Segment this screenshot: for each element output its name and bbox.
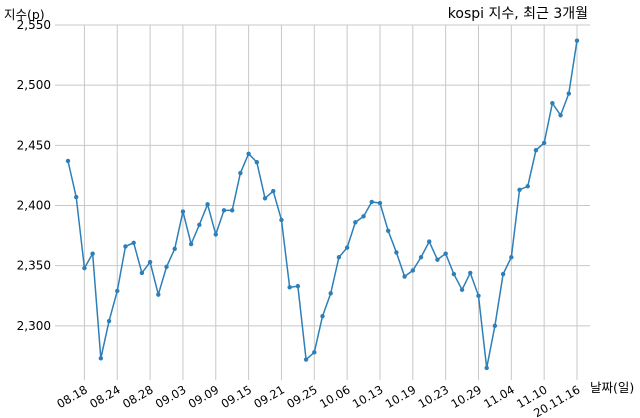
y-tick-labels: 2,300 2,350 2,400 2,450 2,500 2,550 [17, 18, 51, 333]
y-tick-label: 2,350 [17, 259, 51, 273]
data-point [312, 350, 317, 355]
data-point [353, 220, 358, 225]
y-axis-label: 지수(p) [4, 7, 45, 22]
x-axis-label: 날짜(일) [590, 380, 634, 395]
data-point [123, 244, 128, 249]
chart-title: kospi 지수, 최근 3개월 [448, 6, 588, 22]
data-point [303, 357, 309, 362]
data-point [525, 184, 530, 189]
data-point [410, 268, 416, 273]
data-point [106, 318, 112, 324]
data-point [402, 274, 407, 279]
x-tick-label: 09.21 [251, 382, 287, 411]
data-point [336, 255, 342, 260]
data-point [418, 255, 424, 260]
data-point [74, 194, 79, 200]
data-point [361, 214, 366, 219]
data-point [213, 232, 218, 237]
data-point [164, 264, 169, 270]
data-point [500, 271, 506, 277]
data-point [476, 293, 481, 298]
data-point [197, 222, 202, 227]
data-point [517, 187, 522, 193]
y-tick-label: 2,450 [17, 138, 51, 152]
x-tick-label: 08.28 [120, 382, 156, 411]
series-points [65, 38, 580, 371]
data-point [451, 271, 457, 277]
data-point [147, 259, 153, 265]
data-point [484, 365, 489, 371]
y-tick-label: 2,300 [17, 319, 51, 333]
x-tick-label: 09.09 [186, 382, 222, 411]
data-point [279, 217, 284, 223]
data-point [385, 228, 391, 233]
data-point [65, 158, 71, 164]
y-tick-label: 2,550 [17, 18, 51, 32]
data-point [550, 101, 555, 106]
data-point [172, 246, 177, 252]
data-point [377, 200, 383, 206]
x-gridlines [83, 25, 578, 380]
data-point [139, 270, 145, 276]
data-point [82, 265, 87, 271]
data-point [558, 113, 563, 118]
y-gridlines [55, 24, 590, 327]
x-tick-label: 10.06 [317, 382, 353, 411]
data-point [533, 147, 539, 153]
data-point [131, 240, 136, 246]
data-point [271, 188, 276, 194]
data-point [468, 270, 473, 276]
x-tick-label: 10.29 [448, 382, 484, 411]
data-point [328, 291, 333, 296]
data-point [394, 250, 399, 255]
data-point [90, 251, 95, 256]
x-tick-label: 09.15 [219, 382, 255, 411]
data-point [344, 245, 350, 250]
data-point [427, 239, 432, 244]
data-point [262, 196, 268, 201]
data-point [295, 283, 301, 289]
data-point [156, 292, 161, 297]
x-tick-label: 08.18 [54, 382, 90, 411]
y-tick-label: 2,400 [17, 199, 51, 213]
data-point [205, 202, 210, 207]
data-point [566, 91, 571, 96]
data-point [320, 314, 325, 319]
data-point [180, 209, 186, 214]
data-point [574, 38, 580, 43]
data-point [98, 356, 104, 361]
series-line [67, 40, 578, 369]
x-tick-label: 11.04 [481, 382, 517, 411]
x-tick-label: 10.13 [350, 382, 386, 411]
data-point [287, 285, 292, 290]
data-point [221, 208, 227, 213]
x-tick-label: 09.03 [153, 382, 189, 411]
data-point [509, 255, 514, 260]
data-point [238, 170, 243, 176]
x-tick-label: 09.25 [284, 382, 320, 411]
data-point [188, 241, 194, 247]
data-point [369, 199, 374, 205]
data-point [246, 151, 251, 156]
data-point [459, 287, 465, 292]
data-point [541, 140, 547, 146]
x-tick-label: 08.24 [87, 382, 123, 411]
data-point [254, 159, 260, 165]
data-point [229, 208, 235, 213]
data-point [435, 257, 440, 262]
x-tick-label: 10.23 [416, 382, 452, 411]
x-tick-labels: 08.1808.2408.2809.0309.0909.1509.2109.25… [54, 382, 582, 418]
y-tick-label: 2,500 [17, 78, 51, 92]
data-point [443, 251, 448, 256]
data-point [115, 288, 120, 294]
x-tick-label: 10.19 [383, 382, 419, 411]
data-point [492, 323, 498, 329]
